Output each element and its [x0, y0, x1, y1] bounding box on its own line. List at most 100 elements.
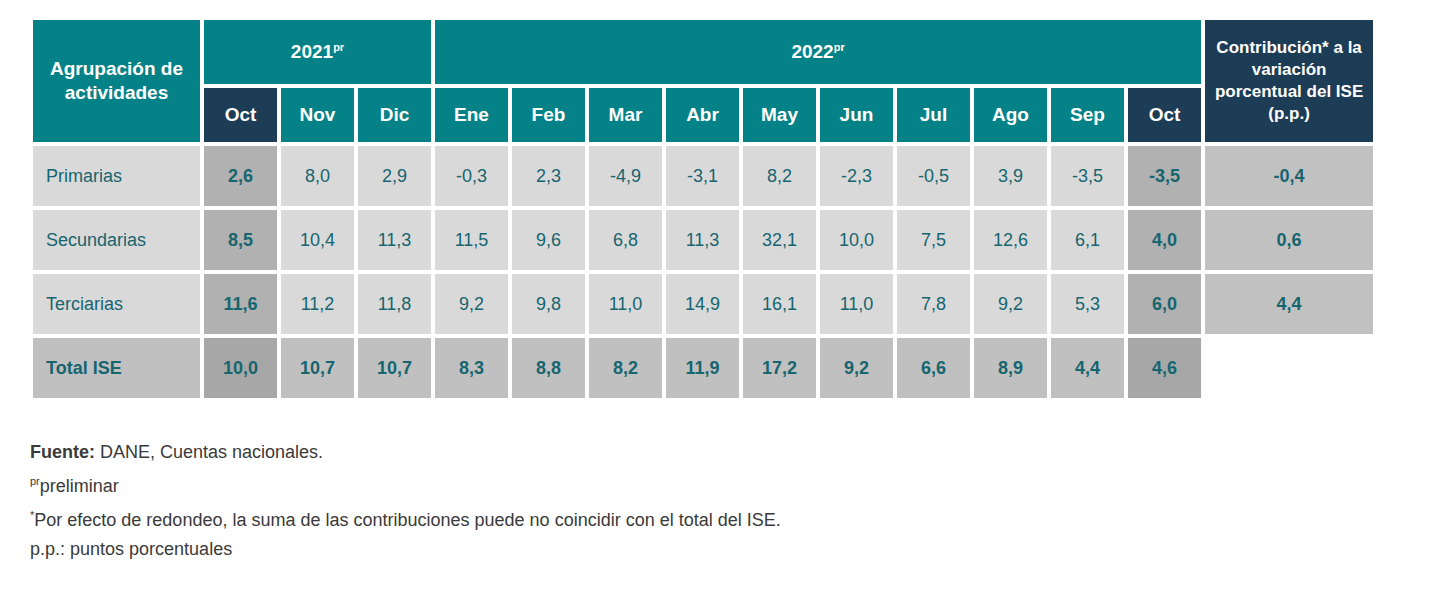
- contribution-header: Contribución* a la variación porcentual …: [1205, 20, 1373, 142]
- year-2021-header: 2021pr: [204, 20, 431, 84]
- footnote-source-text: DANE, Cuentas nacionales.: [95, 442, 323, 462]
- value-cell: 6,0: [1128, 274, 1201, 334]
- footnote-preliminary-text: preliminar: [40, 476, 119, 496]
- month-header-2022-ene: Ene: [435, 88, 508, 142]
- value-cell: 4,6: [1128, 338, 1201, 398]
- value-cell: 2,9: [358, 146, 431, 206]
- month-header-2022-jul: Jul: [897, 88, 970, 142]
- footnote-preliminary: prpreliminar: [30, 467, 1443, 501]
- value-cell: 9,2: [820, 338, 893, 398]
- value-cell: 12,6: [974, 210, 1047, 270]
- value-cell: 8,5: [204, 210, 277, 270]
- row-terciarias: Terciarias11,611,211,89,29,811,014,916,1…: [33, 274, 1373, 334]
- value-cell: 10,7: [358, 338, 431, 398]
- value-cell: 10,0: [204, 338, 277, 398]
- corner-header: Agrupación de actividades: [33, 20, 200, 142]
- value-cell: 8,2: [743, 146, 816, 206]
- ise-table: Agrupación de actividades 2021pr 2022pr …: [29, 16, 1377, 402]
- month-header-2022-may: May: [743, 88, 816, 142]
- value-cell: -3,5: [1051, 146, 1124, 206]
- value-cell: 9,8: [512, 274, 585, 334]
- month-header-2022-ago: Ago: [974, 88, 1047, 142]
- value-cell: 11,8: [358, 274, 431, 334]
- footnote-pp: p.p.: puntos porcentuales: [30, 535, 1443, 564]
- value-cell: 10,0: [820, 210, 893, 270]
- month-header-2022-sep: Sep: [1051, 88, 1124, 142]
- value-cell: 8,8: [512, 338, 585, 398]
- value-cell: 11,9: [666, 338, 739, 398]
- year-2021-sup: pr: [333, 41, 344, 53]
- row-secundarias: Secundarias8,510,411,311,59,66,811,332,1…: [33, 210, 1373, 270]
- year-2022-header: 2022pr: [435, 20, 1201, 84]
- value-cell: 16,1: [743, 274, 816, 334]
- contribution-cell: 0,6: [1205, 210, 1373, 270]
- table-header: Agrupación de actividades 2021pr 2022pr …: [33, 20, 1373, 142]
- value-cell: 6,8: [589, 210, 662, 270]
- year-2022-sup: pr: [834, 41, 845, 53]
- value-cell: 2,3: [512, 146, 585, 206]
- footnote-rounding-text: Por efecto de redondeo, la suma de las c…: [34, 510, 780, 530]
- value-cell: 11,2: [281, 274, 354, 334]
- value-cell: 11,3: [358, 210, 431, 270]
- value-cell: 8,3: [435, 338, 508, 398]
- footnote-pp-text: p.p.: puntos porcentuales: [30, 539, 232, 559]
- value-cell: -0,5: [897, 146, 970, 206]
- value-cell: 11,0: [820, 274, 893, 334]
- value-cell: 7,5: [897, 210, 970, 270]
- month-header-2021-oct: Oct: [204, 88, 277, 142]
- footnote-source-label: Fuente:: [30, 442, 95, 462]
- footnote-rounding: *Por efecto de redondeo, la suma de las …: [30, 501, 1443, 535]
- value-cell: 4,4: [1051, 338, 1124, 398]
- value-cell: 3,9: [974, 146, 1047, 206]
- month-header-2022-oct: Oct: [1128, 88, 1201, 142]
- year-2022-label: 2022: [791, 41, 833, 62]
- value-cell: -0,3: [435, 146, 508, 206]
- value-cell: 8,2: [589, 338, 662, 398]
- value-cell: 9,6: [512, 210, 585, 270]
- row-total-ise: Total ISE10,010,710,78,38,88,211,917,29,…: [33, 338, 1373, 398]
- value-cell: 6,6: [897, 338, 970, 398]
- year-2021-label: 2021: [291, 41, 333, 62]
- month-header-row: OctNovDicEneFebMarAbrMayJunJulAgoSepOct: [33, 88, 1373, 142]
- value-cell: 4,0: [1128, 210, 1201, 270]
- value-cell: 11,6: [204, 274, 277, 334]
- table-body: Primarias2,68,02,9-0,32,3-4,9-3,18,2-2,3…: [33, 146, 1373, 398]
- month-header-2022-jun: Jun: [820, 88, 893, 142]
- value-cell: 11,5: [435, 210, 508, 270]
- value-cell: 11,0: [589, 274, 662, 334]
- contribution-cell: -0,4: [1205, 146, 1373, 206]
- value-cell: 7,8: [897, 274, 970, 334]
- footnote-preliminary-sup: pr: [30, 475, 40, 487]
- value-cell: 14,9: [666, 274, 739, 334]
- footnotes: Fuente: DANE, Cuentas nacionales. prprel…: [30, 438, 1443, 564]
- month-header-2022-feb: Feb: [512, 88, 585, 142]
- value-cell: 10,4: [281, 210, 354, 270]
- value-cell: 10,7: [281, 338, 354, 398]
- footnote-source: Fuente: DANE, Cuentas nacionales.: [30, 438, 1443, 467]
- contribution-cell: 4,4: [1205, 274, 1373, 334]
- value-cell: -3,1: [666, 146, 739, 206]
- month-header-2022-abr: Abr: [666, 88, 739, 142]
- month-header-2022-mar: Mar: [589, 88, 662, 142]
- month-header-2021-dic: Dic: [358, 88, 431, 142]
- year-header-row: Agrupación de actividades 2021pr 2022pr …: [33, 20, 1373, 84]
- month-header-2021-nov: Nov: [281, 88, 354, 142]
- empty-cell: [1205, 338, 1373, 398]
- value-cell: 5,3: [1051, 274, 1124, 334]
- value-cell: -3,5: [1128, 146, 1201, 206]
- value-cell: -2,3: [820, 146, 893, 206]
- row-label: Total ISE: [33, 338, 200, 398]
- value-cell: 9,2: [435, 274, 508, 334]
- value-cell: 2,6: [204, 146, 277, 206]
- value-cell: 17,2: [743, 338, 816, 398]
- page: Agrupación de actividades 2021pr 2022pr …: [0, 0, 1443, 564]
- value-cell: -4,9: [589, 146, 662, 206]
- row-label: Terciarias: [33, 274, 200, 334]
- value-cell: 9,2: [974, 274, 1047, 334]
- value-cell: 11,3: [666, 210, 739, 270]
- value-cell: 8,0: [281, 146, 354, 206]
- row-primarias: Primarias2,68,02,9-0,32,3-4,9-3,18,2-2,3…: [33, 146, 1373, 206]
- row-label: Secundarias: [33, 210, 200, 270]
- value-cell: 32,1: [743, 210, 816, 270]
- value-cell: 8,9: [974, 338, 1047, 398]
